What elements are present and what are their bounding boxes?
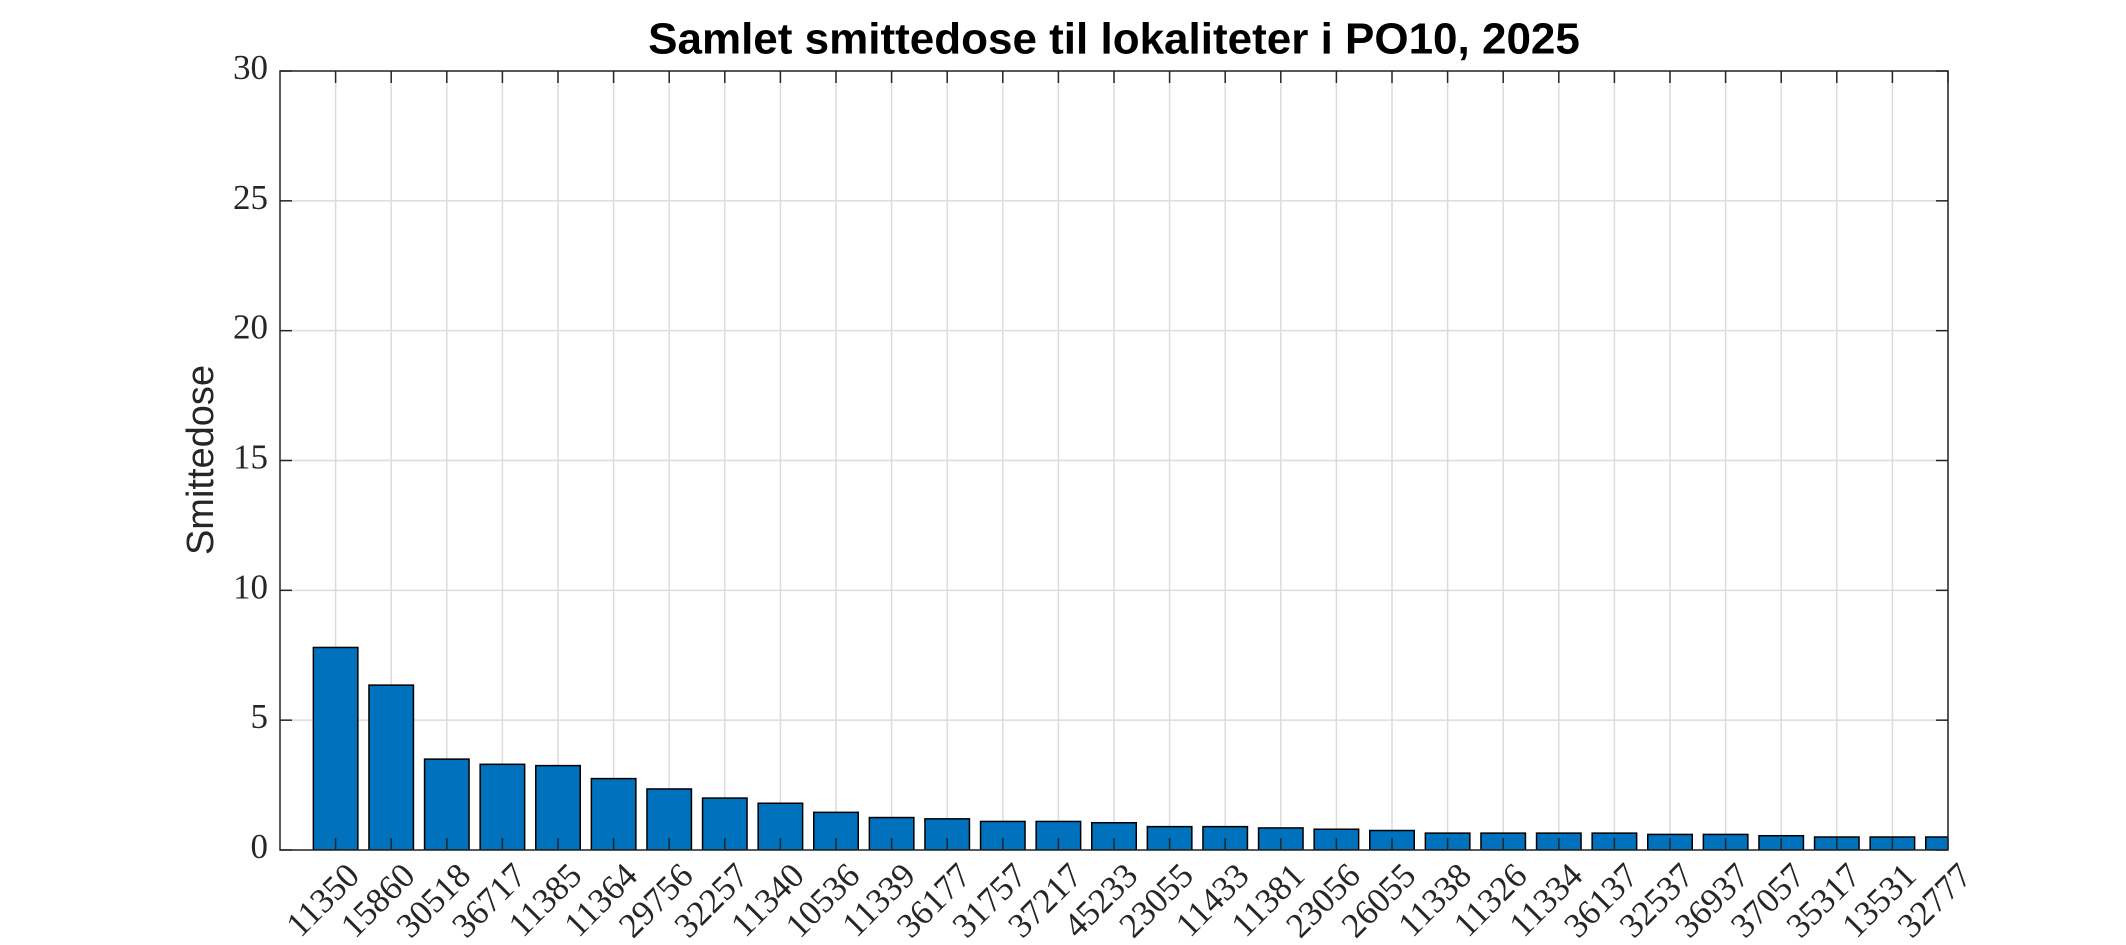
- bar: [423, 758, 470, 850]
- bars: [312, 646, 1948, 850]
- y-tick-label: 30: [233, 48, 268, 87]
- bar: [368, 684, 415, 850]
- y-axis-label: Smittedose: [180, 365, 222, 555]
- bar: [979, 820, 1026, 850]
- y-tick-label: 10: [233, 567, 268, 606]
- grid: [280, 70, 1949, 851]
- y-tick-label: 0: [251, 827, 269, 866]
- y-tick-label: 20: [233, 308, 268, 347]
- y-tick-label: 25: [233, 178, 268, 217]
- y-tick-label: 15: [233, 438, 268, 477]
- bar: [312, 646, 359, 850]
- bar: [535, 764, 581, 850]
- bar: [1925, 836, 1948, 850]
- bar: [479, 763, 526, 850]
- chart-title: Samlet smittedose til lokaliteter i PO10…: [648, 15, 1580, 64]
- y-tick-label: 5: [251, 697, 269, 736]
